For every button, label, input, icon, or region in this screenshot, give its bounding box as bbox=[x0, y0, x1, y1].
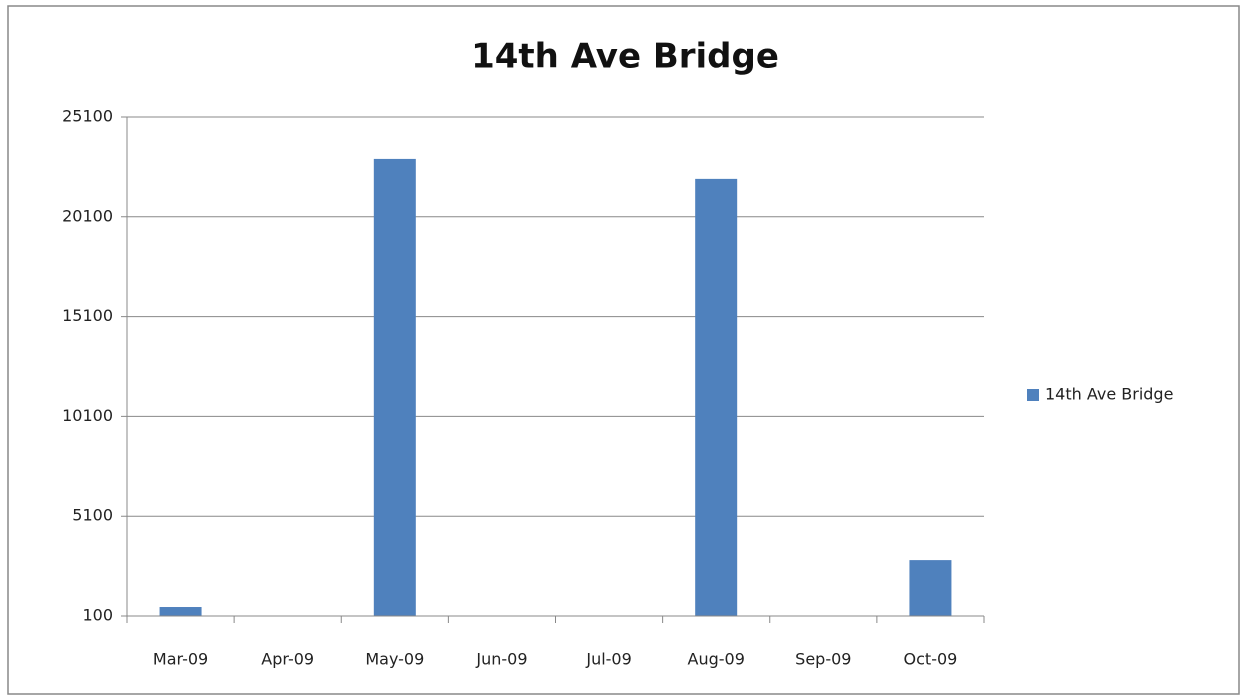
y-tick-label: 10100 bbox=[62, 406, 113, 425]
y-tick-label: 100 bbox=[82, 606, 113, 625]
x-tick-label: May-09 bbox=[365, 650, 424, 669]
x-tick-label: Apr-09 bbox=[261, 650, 314, 669]
x-tick-label: Mar-09 bbox=[153, 650, 208, 669]
x-tick-label: Jun-09 bbox=[475, 650, 527, 669]
x-tick-label: Jul-09 bbox=[585, 650, 631, 669]
chart-frame bbox=[7, 5, 1240, 695]
y-tick-label: 5100 bbox=[72, 506, 113, 525]
bar bbox=[373, 158, 416, 616]
legend-swatch bbox=[1027, 389, 1039, 401]
y-tick-label: 15100 bbox=[62, 306, 113, 325]
x-tick-label: Sep-09 bbox=[795, 650, 851, 669]
y-tick-label: 25100 bbox=[62, 107, 113, 126]
x-tick-label: Aug-09 bbox=[688, 650, 745, 669]
y-tick-label: 20100 bbox=[62, 206, 113, 225]
bar bbox=[695, 178, 738, 616]
bar bbox=[159, 607, 202, 616]
legend-label: 14th Ave Bridge bbox=[1045, 385, 1173, 404]
bar bbox=[909, 560, 952, 616]
chart-title: 14th Ave Bridge bbox=[471, 37, 779, 77]
x-tick-label: Oct-09 bbox=[904, 650, 958, 669]
